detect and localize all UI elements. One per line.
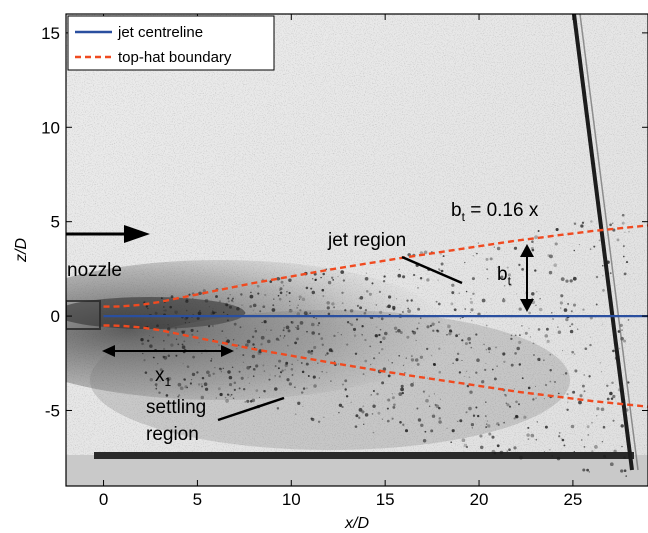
x1-main: x: [155, 365, 165, 386]
x-tick-label: 10: [282, 490, 301, 509]
x-tick-label: 5: [193, 490, 202, 509]
series-layer: [103, 224, 648, 408]
bt-sub: t: [508, 274, 512, 288]
legend: jet centreline top-hat boundary: [67, 15, 275, 71]
annotations: nozzle bt = 0.16 x jet region bt x1 sett…: [66, 200, 539, 445]
bottom-sediment: [66, 455, 648, 486]
y-tick-label: 0: [51, 307, 60, 326]
equation-rest: = 0.16 x: [465, 200, 539, 221]
x1-arrow-left: [102, 345, 115, 357]
plume-core: [66, 297, 245, 329]
legend-label-boundary: top-hat boundary: [118, 49, 232, 66]
x1-arrow-right: [221, 345, 234, 357]
x1-label: x1: [155, 365, 172, 389]
equation-sub: t: [462, 210, 466, 224]
probe-rod-shadow: [579, 14, 639, 471]
settling-cloud: [90, 310, 570, 450]
settling-pointer: [217, 396, 285, 422]
series-line-1: [103, 224, 648, 308]
x-tick-label: 20: [470, 490, 489, 509]
bt-main: b: [497, 264, 508, 285]
axes-frame: [65, 13, 648, 487]
legend-label-centreline: jet centreline: [117, 24, 203, 41]
image-grain: [66, 14, 648, 486]
tank-bottom-line: [94, 452, 634, 459]
x-tick-label: 15: [376, 490, 395, 509]
bt-arrow-bottom: [520, 299, 534, 312]
flow-arrow-head: [124, 225, 150, 243]
y-axis-label: z/D: [13, 238, 30, 263]
bt-label: bt: [497, 264, 512, 288]
axis-ticks: 0 5 10 15 20 25 15 10 5 0 -5: [41, 14, 648, 509]
x-tick-label: 0: [99, 490, 108, 509]
equation-label: bt = 0.16 x: [451, 200, 539, 224]
y-tick-label: 15: [41, 24, 60, 43]
probe-rod: [572, 14, 634, 471]
x-axis-label: x/D: [344, 515, 369, 532]
legend-box: [67, 15, 275, 71]
jet-region-label: jet region: [327, 230, 406, 251]
jet-region-pointer: [401, 255, 463, 285]
particle-field: [140, 213, 630, 477]
y-tick-label: 10: [41, 118, 60, 137]
equation-b: b: [451, 200, 462, 221]
y-tick-label: 5: [51, 213, 60, 232]
x-tick-label: 25: [563, 490, 582, 509]
y-tick-label: -5: [45, 401, 60, 420]
settling-label-line2: region: [146, 424, 199, 445]
bt-arrow-top: [520, 244, 534, 257]
settling-label-line1: settling: [146, 397, 206, 418]
plot-area: [66, 14, 648, 486]
nozzle-label: nozzle: [67, 260, 122, 281]
series-line-2: [103, 324, 648, 408]
plume-shading: [66, 260, 450, 400]
x1-sub: 1: [165, 375, 172, 389]
